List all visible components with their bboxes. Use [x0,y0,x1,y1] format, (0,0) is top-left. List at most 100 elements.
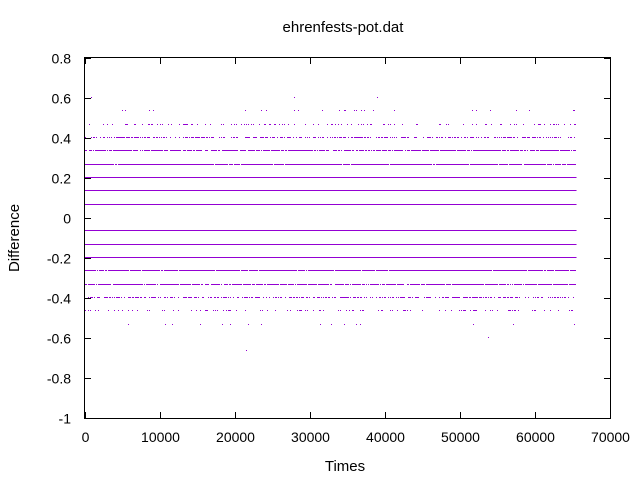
data-point [553,284,568,285]
data-point [165,324,166,325]
data-point [318,284,329,285]
data-point [484,137,486,138]
data-point [416,124,418,125]
data-point [243,284,251,285]
data-point [558,310,559,311]
data-point [326,150,329,151]
data-point [522,137,526,138]
data-point [394,137,395,138]
x-tick-label: 40000 [366,429,405,445]
data-point [362,270,375,271]
data-point [327,124,328,125]
data-point [144,297,146,298]
data-point [426,297,431,298]
data-point [491,124,492,125]
data-point [527,137,530,138]
data-point [140,137,141,138]
data-point [128,297,131,298]
data-point [230,324,231,325]
data-point [261,324,262,325]
data-point [368,284,369,285]
data-point [376,137,377,138]
data-point [476,110,477,111]
data-point [306,270,307,271]
data-point [167,297,168,298]
data-point [400,297,405,298]
data-point [488,337,489,338]
data-point [346,310,347,311]
data-point [470,137,474,138]
data-point [296,137,297,138]
data-point [288,284,294,285]
data-point [338,310,339,311]
data-point [160,124,161,125]
data-point [498,297,501,298]
data-point [571,150,572,151]
data-point [463,297,468,298]
data-point [183,150,186,151]
data-point [125,110,126,111]
data-point [222,150,238,151]
data-point [210,297,212,298]
data-point [170,297,173,298]
data-point [285,164,342,165]
data-point [381,137,383,138]
data-point [121,297,122,298]
data-point [388,150,391,151]
data-point [221,124,222,125]
data-point [297,310,298,311]
data-point [376,150,381,151]
data-point [330,284,332,285]
data-point [360,297,362,298]
data-point [469,297,471,298]
data-point [564,297,566,298]
data-point [211,150,217,151]
data-point [318,137,319,138]
data-point [159,137,160,138]
data-point [396,137,397,138]
data-point [189,137,190,138]
data-point [432,137,433,138]
data-point [253,124,254,125]
data-point [472,124,473,125]
data-point [440,150,456,151]
data-point [445,310,446,311]
data-point [151,297,156,298]
data-point [550,137,551,138]
data-point [294,124,295,125]
data-point [479,297,482,298]
data-point [461,310,462,311]
data-point [524,150,526,151]
data-point [510,150,519,151]
data-point [335,284,344,285]
data-point [261,150,262,151]
data-point [97,270,98,271]
data-point [532,137,536,138]
data-point [524,164,546,165]
data-point [340,310,341,311]
data-point [115,164,117,165]
data-point [379,297,381,298]
data-point [343,164,350,165]
data-point [147,137,150,138]
data-point [510,284,511,285]
data-point [275,310,276,311]
data-point [445,137,446,138]
data-point [389,270,492,271]
data-point [180,284,191,285]
data-point [118,164,214,165]
data-point [229,164,233,165]
data-point [89,124,90,125]
data-point [309,297,310,298]
data-point [356,110,357,111]
data-point [266,110,267,111]
data-point [470,310,471,311]
data-point [407,310,408,311]
data-point [331,324,332,325]
x-tick-label: 60000 [516,429,555,445]
data-point [166,137,167,138]
data-point [158,297,159,298]
data-point [392,137,393,138]
data-point [290,310,291,311]
